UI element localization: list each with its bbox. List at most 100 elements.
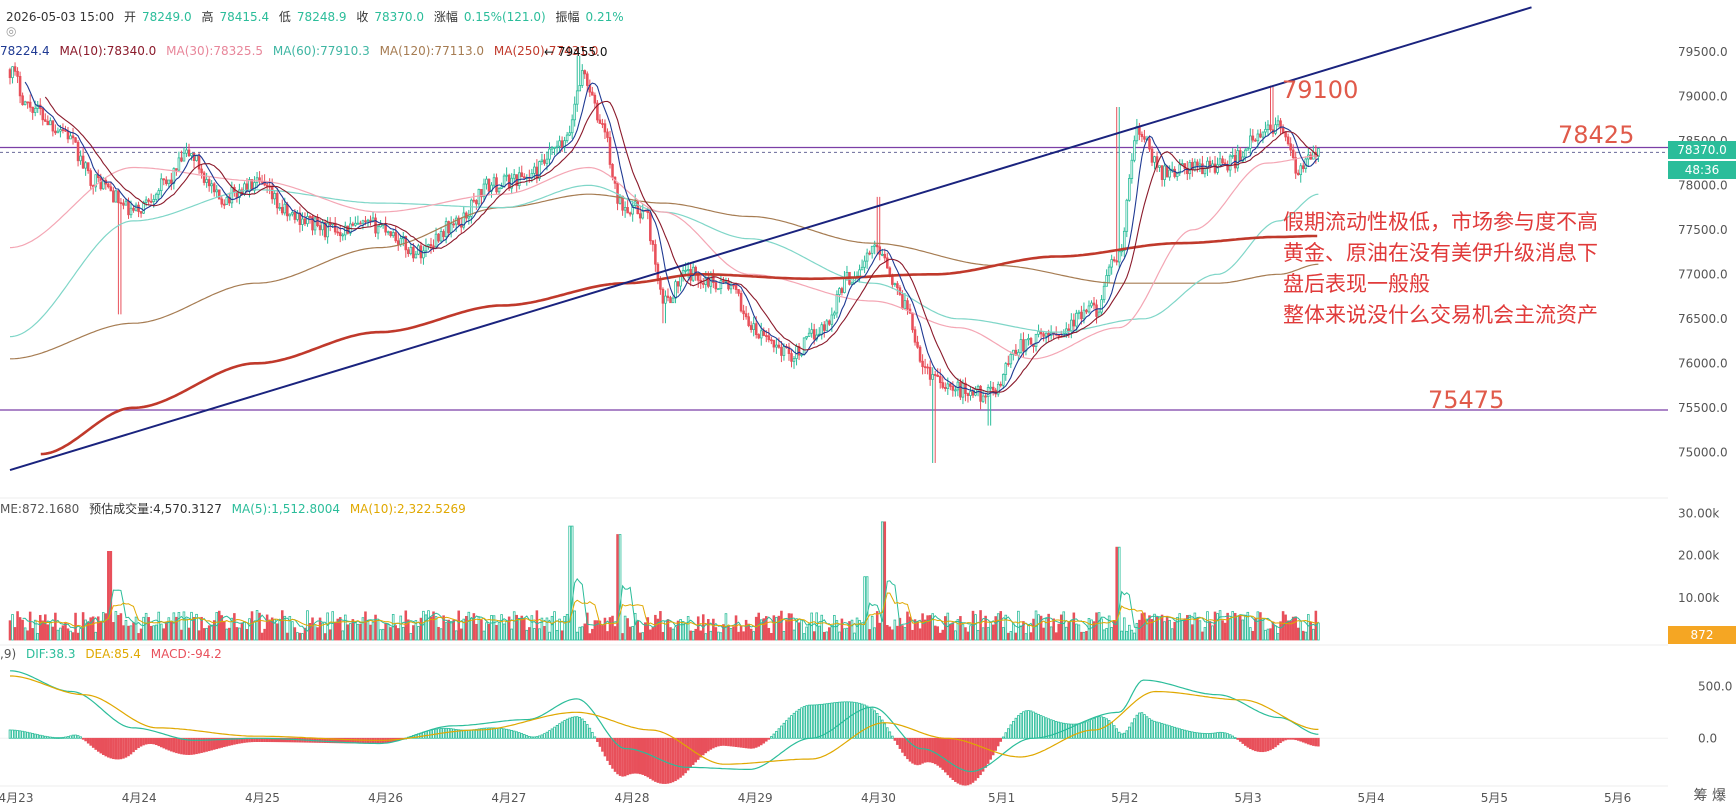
macd-histogram-bar: [475, 728, 478, 739]
macd-histogram-bar: [608, 737, 612, 766]
volume-bar: [454, 630, 458, 641]
macd-histogram-bar: [1125, 730, 1129, 739]
macd-histogram-bar: [565, 718, 569, 739]
volume-bar: [717, 631, 720, 641]
volume-bar: [1238, 615, 1242, 641]
candle-body: [628, 212, 632, 215]
volume-bar: [543, 626, 546, 641]
volume-bar: [613, 626, 617, 641]
candle-body: [288, 213, 292, 217]
candle-body: [623, 207, 627, 211]
candle-body: [1090, 302, 1093, 307]
macd-histogram-bar: [931, 737, 934, 764]
macd-histogram-bar: [870, 708, 874, 739]
volume-bar: [893, 619, 897, 641]
candle-body: [828, 320, 831, 325]
macd-histogram-bar: [540, 734, 544, 739]
candle-body: [336, 231, 340, 234]
macd-histogram-bar: [1024, 710, 1028, 739]
macd-histogram-bar: [44, 735, 47, 739]
macd-histogram-bar: [807, 704, 811, 739]
volume-bar: [530, 615, 534, 641]
macd-histogram-bar: [54, 737, 57, 739]
volume-bar: [1223, 622, 1227, 641]
volume-bar: [134, 616, 138, 641]
candle-body: [323, 221, 327, 238]
volume-bar: [359, 623, 362, 641]
volume-bar: [311, 617, 314, 641]
volume-bar: [54, 612, 57, 641]
eye-icon[interactable]: ◎: [6, 24, 17, 38]
macd-histogram-bar: [64, 736, 67, 739]
volume-bar: [1150, 619, 1154, 641]
candle-body: [200, 168, 203, 174]
macd-histogram-bar: [192, 737, 196, 755]
macd-histogram-bar: [1087, 720, 1091, 739]
volume-bar: [361, 617, 365, 641]
bottom-tool-icons[interactable]: 筹 爆: [1693, 788, 1726, 804]
macd-histogram-bar: [447, 727, 450, 739]
volume-bar: [437, 626, 440, 641]
macd-histogram-bar: [913, 737, 917, 765]
candle-body: [858, 269, 861, 277]
candle-body: [333, 222, 337, 233]
macd-histogram-bar: [762, 737, 766, 744]
volume-bar: [802, 633, 806, 641]
macd-histogram-bar: [631, 737, 634, 774]
volume-bar: [651, 627, 655, 641]
volume-bar: [817, 625, 821, 641]
volume-bar: [1201, 631, 1204, 641]
candle-body: [442, 231, 445, 238]
macd-histogram-bar: [815, 704, 818, 739]
macd-histogram-bar: [820, 703, 824, 739]
volume-bar: [780, 610, 783, 641]
candle-body: [26, 101, 29, 104]
volume-bar: [734, 615, 738, 641]
x-tick-label: 5月6: [1604, 791, 1631, 805]
volume-bar: [1301, 630, 1305, 641]
macd-histogram-bar: [99, 737, 103, 754]
candle-body: [913, 329, 917, 343]
volume-bar: [515, 614, 518, 641]
volume-bar: [374, 614, 377, 641]
candle-body: [1228, 155, 1232, 171]
volume-bar: [28, 611, 32, 641]
volume-bar: [278, 620, 282, 641]
volume-bar: [578, 626, 582, 641]
volume-bar: [344, 614, 347, 641]
macd-histogram-bar: [16, 730, 19, 739]
macd-histogram-bar: [749, 737, 753, 749]
volume-bar: [782, 631, 786, 641]
volume-bar: [1274, 625, 1277, 641]
macd-histogram-bar: [1075, 723, 1078, 739]
volume-bar: [1198, 620, 1202, 641]
candle-body: [1291, 149, 1295, 159]
volume-bar: [969, 625, 972, 641]
candle-body: [212, 183, 216, 193]
macd-histogram-bar: [1221, 732, 1224, 739]
candle-body: [502, 175, 506, 188]
countdown-tag: 48:36: [1668, 161, 1736, 179]
ohlc-header: 2026-05-03 15:00 开 78249.0 高 78415.4 低 7824…: [6, 8, 630, 25]
macd-histogram-bar: [175, 737, 178, 754]
volume-bar: [56, 629, 60, 641]
candle-body: [722, 280, 725, 283]
macd-histogram-bar: [1223, 732, 1227, 739]
macd-histogram-bar: [752, 737, 755, 749]
volume-bar: [591, 628, 594, 641]
volume-bar: [775, 616, 778, 641]
macd-histogram-bar: [112, 737, 115, 760]
volume-bar: [1125, 630, 1129, 641]
macd-histogram-bar: [563, 720, 566, 739]
macd-histogram-bar: [855, 702, 859, 739]
volume-bar: [21, 619, 24, 641]
macd-histogram-bar: [497, 727, 501, 739]
volume-bar: [414, 620, 418, 641]
macd-histogram-bar: [69, 735, 72, 739]
candle-body: [757, 334, 761, 339]
trendline: [9, 6, 1532, 472]
volume-bar: [709, 630, 713, 641]
candle-body: [437, 233, 440, 242]
candle-body: [142, 202, 145, 214]
